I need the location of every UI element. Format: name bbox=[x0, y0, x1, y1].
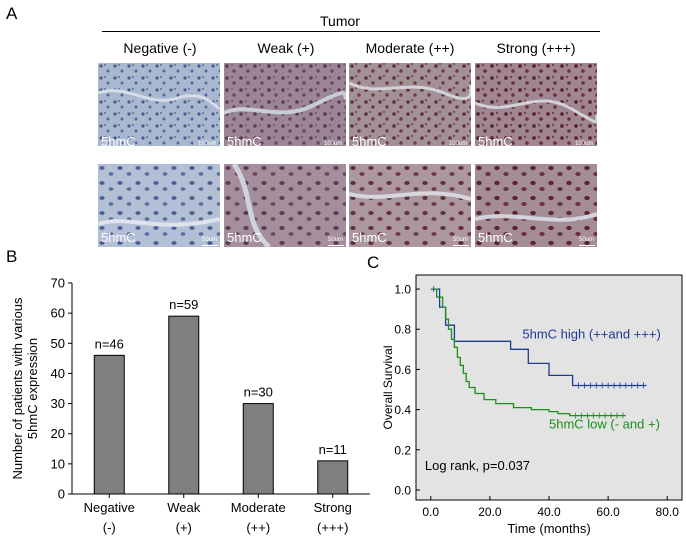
scale-bar-label: 100um bbox=[324, 141, 343, 147]
y-tick-label: 0.2 bbox=[394, 443, 411, 457]
y-tick-label: 0.0 bbox=[394, 483, 411, 497]
y-tick-label: 0.4 bbox=[394, 403, 411, 417]
y-tick-label: 0.6 bbox=[394, 363, 411, 377]
column-header-strong: Strong (+++) bbox=[496, 40, 576, 56]
x-tick-label: (++) bbox=[246, 520, 270, 535]
column-header-negative: Negative (-) bbox=[123, 40, 197, 56]
y-axis-label: Overall Survival bbox=[381, 345, 395, 429]
series-label: 5hmC low (- and +) bbox=[549, 417, 660, 432]
y-tick-label: 20 bbox=[51, 426, 65, 441]
y-tick-label: 1.0 bbox=[394, 283, 411, 297]
micrograph-weak-50um bbox=[224, 164, 346, 247]
micrograph-negative-100um bbox=[98, 63, 220, 146]
bar bbox=[317, 460, 349, 495]
x-tick-label: Moderate bbox=[231, 500, 286, 515]
x-tick-label: (+++) bbox=[317, 520, 348, 535]
scale-bar bbox=[202, 245, 218, 246]
stain-label: 5hmC bbox=[227, 230, 262, 245]
micrograph-texture bbox=[224, 164, 346, 247]
panel-b-letter: B bbox=[6, 247, 18, 266]
x-tick-label: Weak bbox=[167, 500, 200, 515]
scale-bar-label: 50um bbox=[202, 237, 218, 243]
scale-bar bbox=[579, 245, 595, 246]
micrograph-strong-50um bbox=[475, 164, 597, 247]
micrograph-texture bbox=[224, 63, 346, 146]
y-tick-label: 30 bbox=[51, 396, 65, 411]
x-tick-label: (-) bbox=[103, 520, 116, 535]
micrograph-moderate-50um bbox=[349, 164, 471, 247]
bar bbox=[93, 354, 125, 495]
micrograph-strong-100um bbox=[475, 63, 597, 146]
micrograph-moderate-100um bbox=[349, 63, 471, 146]
stain-label: 5hmC bbox=[478, 134, 513, 149]
micrograph-texture bbox=[349, 164, 471, 247]
survival-chart: 0.0 0.2 0.4 0.6 0.8 1.0 0.0 20.0 40.0 60.0 80.0 Tim… bbox=[381, 274, 683, 536]
y-tick-label: 40 bbox=[51, 366, 65, 381]
x-tick-label: 0.0 bbox=[422, 505, 439, 519]
y-axis-label-line: 5hmC expression bbox=[25, 338, 40, 439]
x-tick-label: 40.0 bbox=[537, 505, 561, 519]
panel-a-title: Tumor bbox=[320, 13, 360, 29]
survival-curve bbox=[430, 288, 626, 417]
bar-value-label: n=30 bbox=[244, 385, 273, 400]
y-tick-label: 0 bbox=[58, 487, 65, 502]
y-tick-label: 50 bbox=[51, 336, 65, 351]
micrograph-texture bbox=[475, 164, 597, 247]
y-tick-label: 70 bbox=[51, 276, 65, 291]
y-tick-label: 0.8 bbox=[394, 323, 411, 337]
x-tick-label: Negative bbox=[84, 500, 135, 515]
scale-bar-label: 100um bbox=[449, 141, 468, 147]
scale-bar bbox=[449, 149, 469, 150]
y-tick-label: 10 bbox=[51, 456, 65, 471]
scale-bar bbox=[328, 245, 344, 246]
column-header-weak: Weak (+) bbox=[257, 40, 315, 56]
log-rank-annotation: Log rank, p=0.037 bbox=[425, 458, 530, 473]
stain-label: 5hmC bbox=[478, 230, 513, 245]
micrograph-texture bbox=[475, 63, 597, 146]
scale-bar bbox=[198, 149, 218, 150]
scale-bar-label: 50um bbox=[453, 237, 469, 243]
bar bbox=[168, 315, 200, 495]
x-axis-label: Time (months) bbox=[507, 521, 590, 536]
stain-label: 5hmC bbox=[352, 230, 387, 245]
stain-label: 5hmC bbox=[101, 134, 136, 149]
series-label: 5hmC high (++and +++) bbox=[522, 326, 660, 341]
bar bbox=[242, 403, 274, 495]
micrograph-texture bbox=[98, 164, 220, 247]
panel-a-title-rule bbox=[102, 31, 600, 32]
x-tick-label: 60.0 bbox=[596, 505, 620, 519]
bar-chart: 0 10 20 30 40 50 60 70 Number of patients with v… bbox=[10, 276, 370, 535]
x-tick-label: 20.0 bbox=[478, 505, 502, 519]
panel-c-letter: C bbox=[367, 253, 380, 272]
scale-bar bbox=[324, 149, 344, 150]
y-axis-label: Number of patients with various5hmC expr… bbox=[10, 297, 40, 480]
scale-bar bbox=[575, 149, 595, 150]
scale-bar bbox=[453, 245, 469, 246]
scale-bar-label: 50um bbox=[328, 237, 344, 243]
micrograph-weak-100um bbox=[224, 63, 346, 146]
scale-bar-label: 50um bbox=[579, 237, 595, 243]
stain-label: 5hmC bbox=[101, 230, 136, 245]
bar-value-label: n=46 bbox=[95, 336, 124, 351]
x-tick-label: (+) bbox=[176, 520, 192, 535]
scale-bar-label: 100um bbox=[575, 141, 594, 147]
y-tick-label: 60 bbox=[51, 306, 65, 321]
x-tick-label: Strong bbox=[314, 500, 352, 515]
panel-a-letter: A bbox=[6, 4, 18, 23]
x-tick-label: 80.0 bbox=[656, 505, 680, 519]
y-axis-label-line: Number of patients with various bbox=[10, 297, 25, 480]
micrograph-texture bbox=[98, 63, 220, 146]
micrograph-negative-50um bbox=[98, 164, 220, 247]
bar-value-label: n=59 bbox=[169, 297, 198, 312]
stain-label: 5hmC bbox=[352, 134, 387, 149]
scale-bar-label: 100um bbox=[198, 141, 217, 147]
bar-value-label: n=11 bbox=[319, 442, 347, 457]
column-header-moderate: Moderate (++) bbox=[365, 40, 455, 56]
micrograph-texture bbox=[349, 63, 471, 146]
stain-label: 5hmC bbox=[227, 134, 262, 149]
